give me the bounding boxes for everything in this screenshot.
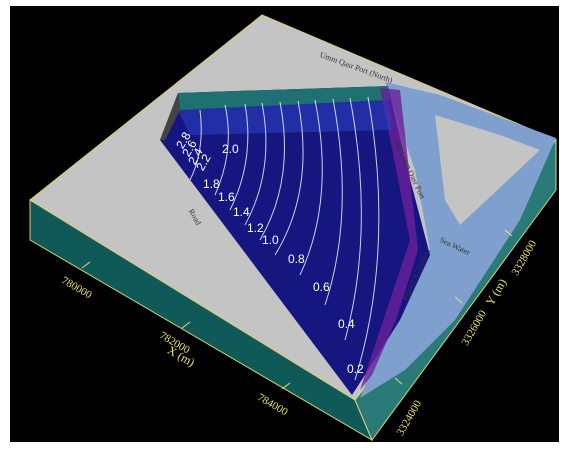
contour-label: 0.2: [347, 362, 364, 376]
scene: 2.8 2.6 2.4 2.2 2.0 1.8 1.6 1.4 1.2 1.0 …: [0, 0, 569, 450]
contour-label: 0.4: [338, 317, 355, 331]
contour-label: 1.8: [203, 177, 220, 191]
contour-label: 0.8: [288, 252, 305, 266]
contour-label: 1.0: [262, 233, 279, 247]
contour-label: 2.0: [222, 142, 239, 156]
contour-label: 1.6: [218, 190, 235, 204]
contour-label: 0.6: [313, 280, 330, 294]
contour-label: 1.4: [233, 205, 250, 219]
